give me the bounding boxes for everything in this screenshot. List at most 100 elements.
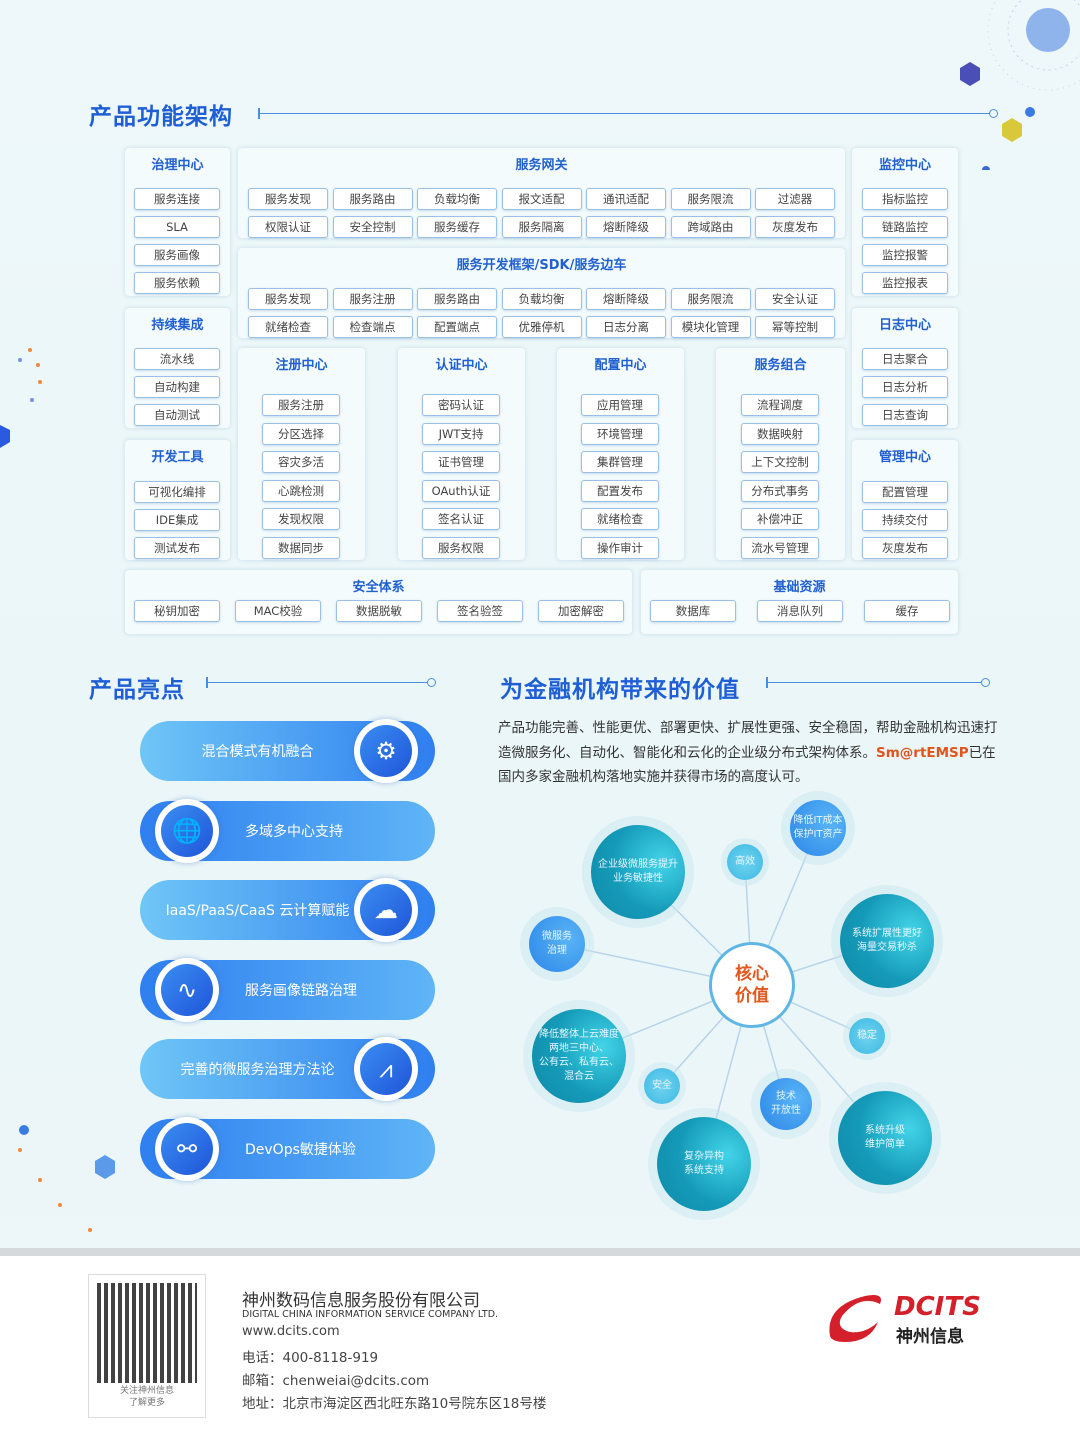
panel-title: 配置中心: [594, 358, 647, 373]
footer: 关注神州信息 了解更多 神州数码信息服务股份有限公司 DIGITAL CHINA…: [0, 1248, 1080, 1456]
feature-chip: 加密解密: [538, 600, 624, 622]
feature-chip: 服务发现: [248, 288, 328, 310]
top-right-decoration: [900, 0, 1080, 174]
email: 邮箱：chenweiai@dcits.com: [242, 1373, 430, 1389]
feature-chip: 消息队列: [757, 600, 843, 622]
feature-chip: 日志查询: [862, 404, 948, 426]
feature-chip: 流水线: [134, 348, 220, 370]
value-bubble: 系统升级 维护简单: [838, 1091, 932, 1185]
feature-chip: 证书管理: [422, 451, 500, 474]
feature-chip: 负载均衡: [501, 288, 582, 310]
feature-chip: 分布式事务: [741, 479, 819, 502]
feature-chip: 补偿冲正: [741, 508, 819, 531]
feature-chip: 安全认证: [755, 288, 835, 310]
feature-chip: 链路监控: [862, 216, 948, 238]
bottom-left-decoration: [0, 1110, 130, 1240]
feature-chip: 过滤器: [755, 188, 835, 210]
panel-title: 注册中心: [275, 358, 328, 373]
left-decoration: [0, 320, 50, 460]
share-icon: ⚯: [155, 1116, 219, 1181]
value-bubble: 技术 开放性: [760, 1078, 812, 1130]
value-bubble: 微服务 治理: [529, 916, 585, 972]
feature-chip: 签名认证: [422, 508, 500, 531]
architecture-title: 产品功能架构: [89, 104, 233, 130]
feature-chip: 签名验签: [437, 600, 523, 622]
feature-chip: 跨域路由: [670, 216, 751, 238]
highlights-title: 产品亮点: [89, 677, 185, 703]
feature-chip: 流程调度: [741, 394, 819, 416]
panel-title: 服务组合: [754, 358, 807, 373]
feature-chip: 服务依赖: [134, 272, 220, 294]
feature-chip: 通讯适配: [586, 188, 666, 210]
value-bubble: 降低IT成本 保护IT资产: [790, 800, 846, 856]
feature-chip: JWT支持: [422, 422, 500, 445]
highlight-label: 混合模式有机融合: [201, 744, 314, 760]
panel-title: 管理中心: [878, 450, 931, 465]
cloud-icon: ☁: [354, 878, 418, 942]
chart-icon: ⩘: [354, 1037, 418, 1101]
panel-title: 日志中心: [878, 318, 931, 333]
title-rule: [206, 677, 436, 688]
feature-chip: 服务画像: [134, 244, 220, 266]
highlight-label: 完善的微服务治理方法论: [180, 1062, 335, 1078]
feature-chip: 服务限流: [670, 288, 751, 310]
value-bubble: 企业级微服务提升 业务敏捷性: [591, 825, 685, 919]
feature-chip: 优雅停机: [501, 316, 582, 338]
panel-title: 治理中心: [151, 158, 204, 173]
feature-chip: 秘钥加密: [134, 600, 220, 622]
feature-chip: 监控报表: [862, 272, 948, 294]
feature-chip: 监控报警: [862, 244, 948, 266]
value-bubble: 降低整体上云难度 两地三中心、 公有云、私有云、 混合云: [532, 1009, 626, 1103]
paragraph-text: 已在国内多家金融机构落地实施并获得市场的高度认可。: [498, 744, 996, 786]
feature-chip: 报文适配: [501, 188, 582, 210]
value-bubble: 复杂异构 系统支持: [657, 1117, 751, 1211]
value-title: 为金融机构带来的价值: [500, 677, 740, 703]
panel-title: 服务网关: [515, 158, 568, 173]
feature-chip: 环境管理: [581, 422, 659, 445]
feature-chip: 配置端点: [417, 316, 497, 338]
gears-icon: ⚙: [354, 719, 418, 783]
feature-chip: 应用管理: [581, 394, 659, 416]
paragraph-text: 产品功能完善、性能更优、部署更快、扩展性更强、安全稳固，帮助金融机构迅速打造微服…: [498, 720, 998, 761]
qr-code[interactable]: [97, 1283, 197, 1383]
website-link[interactable]: www.dcits.com: [242, 1324, 340, 1339]
feature-chip: 指标监控: [862, 188, 948, 210]
feature-chip: 配置发布: [581, 479, 659, 502]
phone: 电话：400-8118-919: [242, 1350, 379, 1366]
feature-chip: 服务缓存: [417, 216, 497, 238]
logo-text-cn: 神州信息: [896, 1327, 964, 1347]
feature-chip: 检查端点: [332, 316, 413, 338]
feature-chip: 模块化管理: [670, 316, 751, 338]
core-value-center: 核心 价值: [709, 942, 795, 1028]
feature-chip: 数据脱敏: [336, 600, 422, 622]
globe-icon: 🌐: [155, 798, 219, 863]
feature-chip: 密码认证: [422, 394, 500, 416]
feature-chip: 自动测试: [134, 404, 220, 426]
feature-chip: 配置管理: [862, 481, 948, 503]
feature-chip: 就绪检查: [248, 316, 328, 338]
title-rule: [258, 108, 998, 119]
panel-title: 开发工具: [151, 450, 204, 465]
feature-chip: 日志分析: [862, 376, 948, 398]
address: 地址：北京市海淀区西北旺东路10号院东区18号楼: [242, 1396, 547, 1412]
feature-chip: 数据同步: [262, 537, 340, 559]
feature-chip: SLA: [134, 216, 220, 238]
panel-title: 监控中心: [878, 158, 931, 173]
feature-chip: MAC校验: [235, 600, 321, 622]
feature-chip: 自动构建: [134, 376, 220, 398]
feature-chip: 持续交付: [862, 509, 948, 531]
feature-chip: 安全控制: [332, 216, 413, 238]
logo-text: DCITS: [894, 1292, 981, 1322]
feature-chip: 集群管理: [581, 451, 659, 474]
highlight-label: IaaS/PaaS/CaaS 云计算赋能: [165, 903, 350, 919]
feature-chip: 服务注册: [332, 288, 413, 310]
highlight-label: 服务画像链路治理: [245, 982, 357, 999]
pulse-icon: ∿: [155, 957, 219, 1022]
feature-chip: 服务路由: [332, 188, 413, 210]
panel-title: 持续集成: [151, 318, 204, 333]
feature-chip: 服务连接: [134, 188, 220, 210]
feature-chip: 可视化编排: [134, 481, 220, 503]
feature-chip: 服务注册: [262, 394, 340, 416]
dcits-logo: DCITS 神州信息: [820, 1286, 1000, 1347]
value-bubble: 系统扩展性更好 海量交易秒杀: [840, 894, 934, 988]
